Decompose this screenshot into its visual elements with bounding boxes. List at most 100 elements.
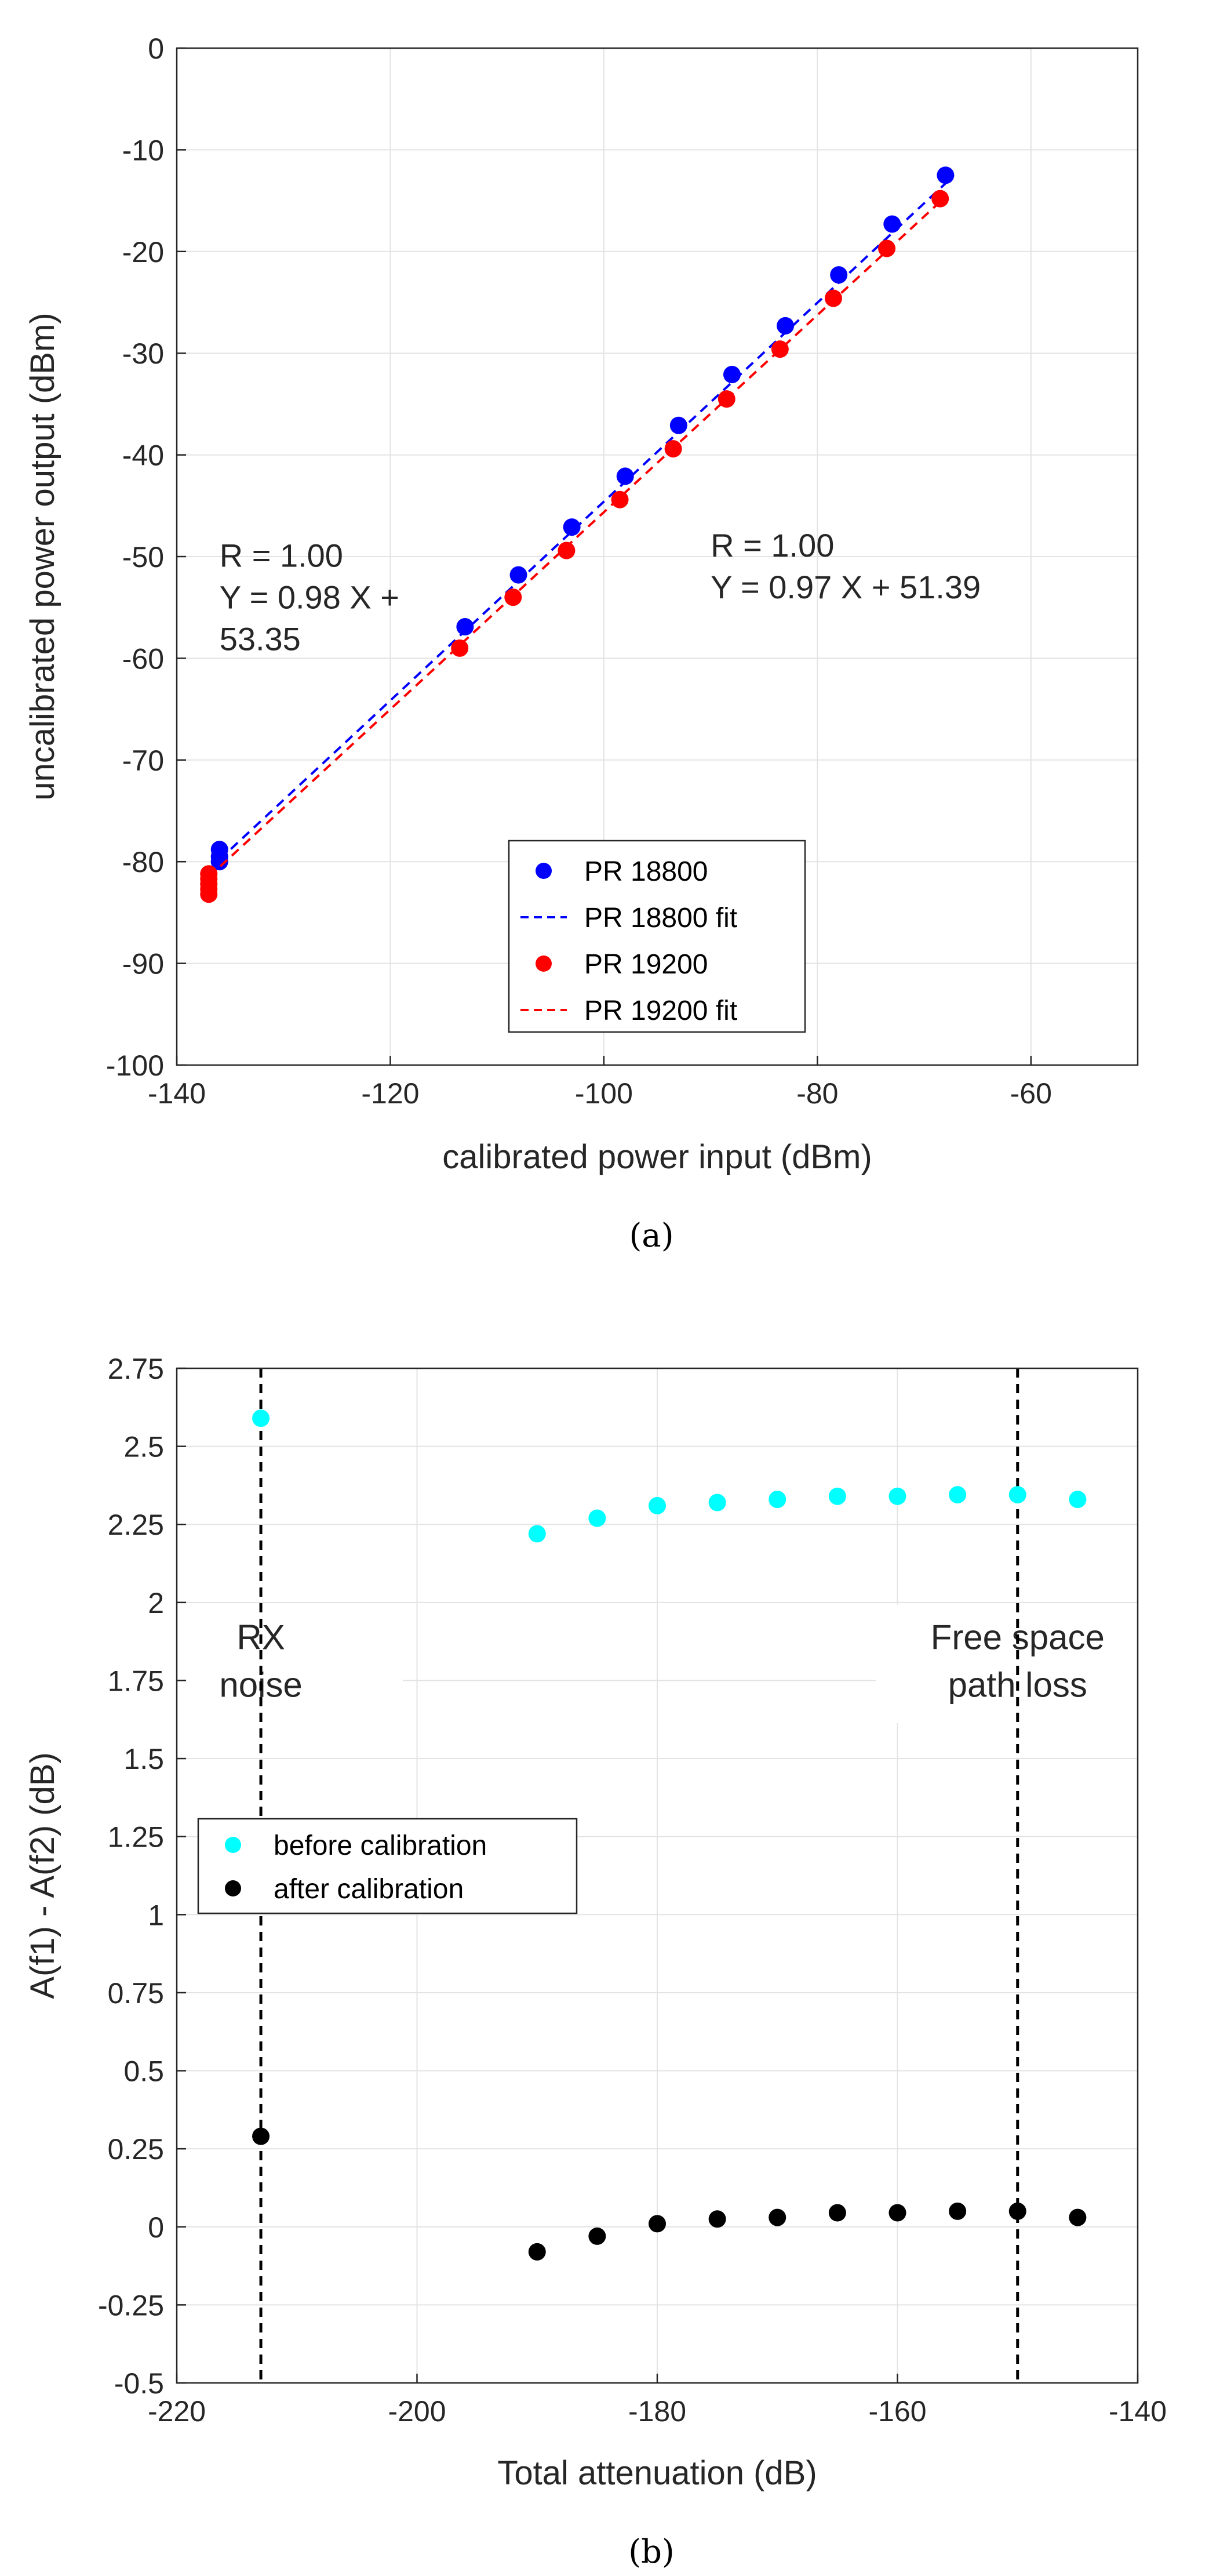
- data-point: [588, 1509, 606, 1527]
- annotation-line: Y = 0.97 X + 51.39: [711, 569, 981, 605]
- y-tick-label: 0: [148, 32, 164, 65]
- data-point: [777, 317, 795, 335]
- data-point: [949, 2202, 967, 2220]
- x-axis-label: Total attenuation (dB): [497, 2454, 817, 2492]
- y-tick-label: -0.5: [114, 2367, 164, 2400]
- fit-line: [219, 182, 946, 861]
- y-tick-label: 0.5: [123, 2055, 164, 2088]
- x-tick-label: -120: [361, 1077, 419, 1110]
- data-point: [611, 491, 629, 508]
- y-tick-label: -20: [122, 236, 164, 268]
- data-point: [937, 166, 955, 184]
- y-tick-label: -80: [122, 846, 164, 878]
- x-tick-label: -180: [628, 2395, 686, 2428]
- y-tick-label: -60: [122, 642, 164, 675]
- data-point: [456, 618, 474, 636]
- data-point: [252, 1409, 270, 1427]
- x-axis-label: calibrated power input (dBm): [442, 1138, 872, 1176]
- y-tick-label: 2.75: [108, 1353, 164, 1385]
- y-tick-label: 0: [148, 2211, 164, 2244]
- legend-box: [508, 840, 806, 1033]
- y-tick-label: 0.25: [108, 2133, 164, 2166]
- legend-marker: [225, 1837, 241, 1853]
- data-point: [769, 2208, 786, 2226]
- y-axis-label: uncalibrated power output (dBm): [24, 313, 61, 800]
- legend-label: after calibration: [274, 1874, 464, 1905]
- data-point: [830, 266, 848, 284]
- data-point: [1008, 1486, 1026, 1504]
- annotation-line: R = 1.00: [220, 537, 343, 574]
- figure-caption: (b): [628, 2533, 675, 2571]
- x-tick-label: -100: [575, 1077, 633, 1110]
- y-tick-label: -10: [122, 134, 164, 166]
- x-tick-label: -160: [868, 2395, 926, 2428]
- data-point: [828, 2204, 846, 2222]
- data-point: [1008, 2202, 1026, 2220]
- data-point: [649, 1496, 666, 1514]
- legend-label: PR 18800: [584, 856, 708, 887]
- x-tick-label: -60: [1010, 1077, 1052, 1110]
- annotation: R = 1.00 Y = 0.97 X + 51.39: [711, 527, 981, 605]
- y-tick-label: -40: [122, 439, 164, 472]
- y-tick-label: -100: [106, 1049, 164, 1082]
- figure-caption: (a): [629, 1217, 673, 1255]
- annotation-line: 53.35: [220, 621, 301, 657]
- y-tick-label: -0.25: [98, 2289, 164, 2321]
- data-point: [1069, 2208, 1087, 2226]
- legend-label: PR 18800 fit: [584, 903, 737, 933]
- data-point: [509, 566, 527, 584]
- legend-label: PR 19200: [584, 949, 708, 980]
- y-tick-label: 2.5: [123, 1431, 164, 1463]
- data-point: [563, 518, 581, 536]
- chart-a: R = 1.00 Y = 0.98 X + 53.35 R = 1.00 Y = 0.9…: [24, 32, 1139, 1255]
- y-tick-label: 1.5: [123, 1743, 164, 1775]
- legend-label: PR 19200 fit: [584, 995, 737, 1026]
- data-point: [210, 853, 228, 871]
- y-tick-label: -50: [122, 541, 164, 573]
- legend-marker: [225, 1880, 241, 1896]
- legend: before calibration after calibration: [197, 1818, 578, 1914]
- y-tick-label: 2: [148, 1587, 164, 1619]
- fit-line: [207, 201, 941, 878]
- x-tick-label: -140: [1109, 2395, 1167, 2428]
- data-point: [931, 190, 949, 208]
- y-tick-label: 1.75: [108, 1665, 164, 1697]
- y-tick-label: 1.25: [108, 1821, 164, 1854]
- data-point: [1069, 1491, 1087, 1509]
- y-tick-label: 0.75: [108, 1977, 164, 2010]
- x-tick-label: -140: [148, 1077, 206, 1110]
- data-point: [669, 416, 687, 434]
- legend-marker: [536, 863, 552, 879]
- data-point: [888, 2204, 906, 2222]
- legend-marker: [536, 955, 552, 972]
- y-tick-label: -90: [122, 948, 164, 980]
- data-point: [708, 2210, 726, 2228]
- data-point: [723, 366, 741, 384]
- data-point: [616, 467, 634, 485]
- data-point: [558, 542, 576, 559]
- legend-box: [197, 1818, 578, 1914]
- legend: PR 18800 PR 18800 fit PR 19200 PR 19200 fit: [508, 840, 806, 1033]
- data-point: [588, 2227, 606, 2245]
- data-point: [252, 2127, 270, 2145]
- data-point: [824, 289, 842, 307]
- annotation-line: Y = 0.98 X +: [220, 579, 399, 616]
- data-point: [883, 215, 901, 233]
- y-tick-label: -30: [122, 337, 164, 370]
- annotation: R = 1.00 Y = 0.98 X + 53.35: [220, 537, 399, 657]
- data-point: [888, 1487, 906, 1505]
- x-tick-label: -80: [796, 1077, 838, 1110]
- annotation-line: R = 1.00: [711, 527, 834, 564]
- x-tick-label: -220: [148, 2395, 206, 2428]
- data-point: [769, 1491, 786, 1509]
- data-point: [649, 2215, 666, 2233]
- data-point: [451, 639, 469, 657]
- data-point: [708, 1494, 726, 1512]
- y-tick-label: 1: [148, 1899, 164, 1931]
- legend-label: before calibration: [274, 1830, 487, 1861]
- data-point: [528, 1525, 546, 1543]
- data-point: [949, 1486, 967, 1504]
- y-axis-label: A(f1) - A(f2) (dB): [24, 1752, 61, 1999]
